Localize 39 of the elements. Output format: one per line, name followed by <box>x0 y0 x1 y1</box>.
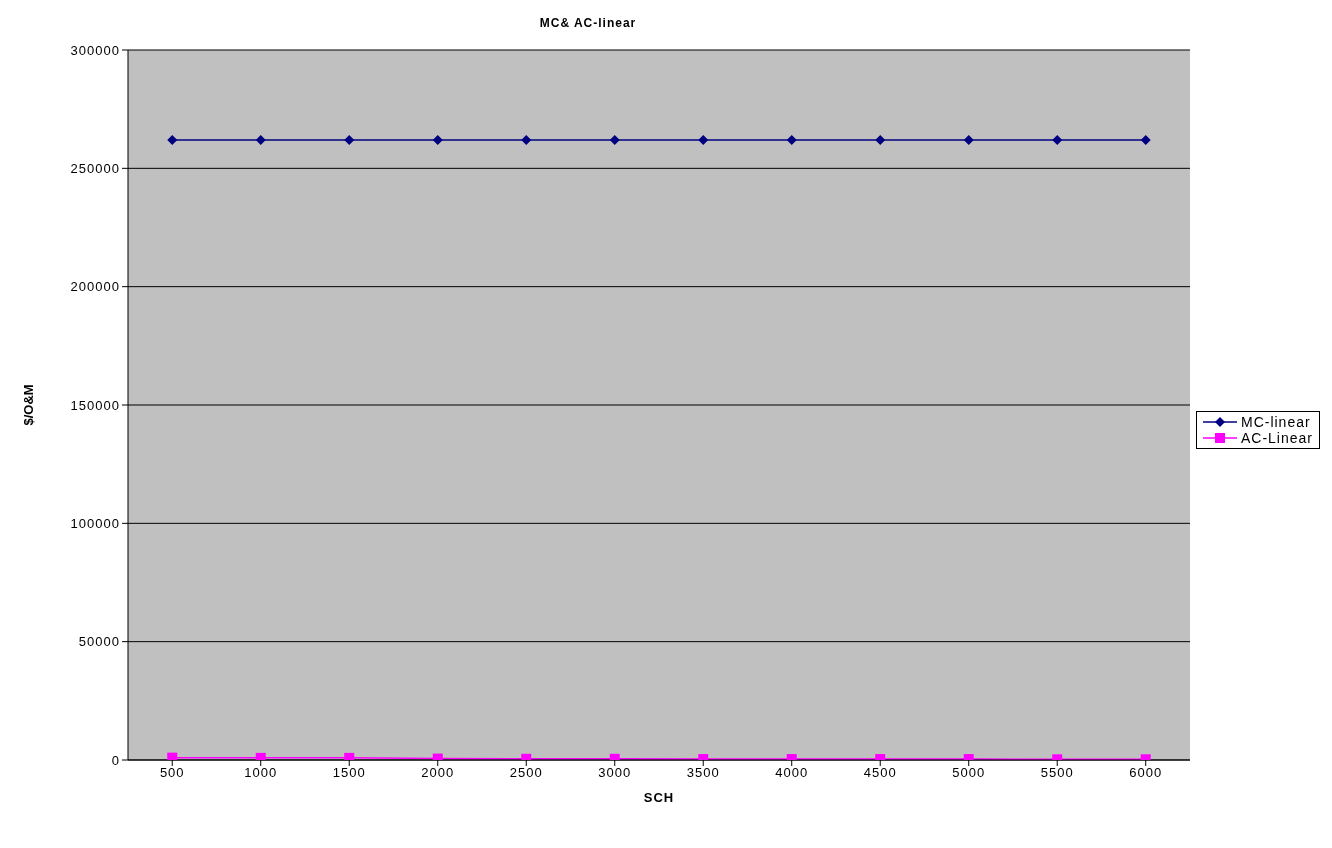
y-tick-label: 50000 <box>78 634 120 650</box>
x-tick-label: 3000 <box>598 765 632 781</box>
y-tick-label: 250000 <box>70 160 120 176</box>
x-tick-label: 2500 <box>509 765 543 781</box>
point <box>167 752 178 760</box>
x-tick-label: 3500 <box>686 765 720 781</box>
x-tick-label: 2000 <box>421 765 455 781</box>
x-axis-title: SCH <box>643 790 675 805</box>
y-tick-label: 300000 <box>70 42 120 58</box>
point <box>698 134 709 145</box>
point <box>521 134 532 145</box>
point <box>344 752 355 760</box>
point <box>875 134 886 145</box>
point <box>963 134 974 145</box>
y-tick-label: 0 <box>111 752 120 768</box>
x-tick-label: 4500 <box>863 765 897 781</box>
chart-title: MC& AC-linear <box>538 15 638 30</box>
x-tick-label: 1000 <box>244 765 278 781</box>
point <box>1052 134 1063 145</box>
x-tick-label: 5500 <box>1040 765 1074 781</box>
y-tick-label: 200000 <box>70 279 120 295</box>
point <box>167 134 178 145</box>
legend-label: MC-linear <box>1240 414 1311 430</box>
point <box>786 134 797 145</box>
x-tick-label: 4000 <box>775 765 809 781</box>
x-tick-label: 6000 <box>1129 765 1163 781</box>
x-tick-label: 500 <box>159 765 185 781</box>
point <box>255 134 266 145</box>
point <box>609 134 620 145</box>
point <box>344 134 355 145</box>
x-tick-label: 1500 <box>332 765 366 781</box>
y-tick-label: 150000 <box>70 397 120 413</box>
legend-label: AC-Linear <box>1240 430 1313 446</box>
point <box>432 134 443 145</box>
x-tick-label: 5000 <box>952 765 986 781</box>
y-tick-label: 100000 <box>70 515 120 531</box>
point <box>1140 134 1151 145</box>
point <box>255 752 266 760</box>
y-axis-title: $/O&M <box>20 384 36 426</box>
